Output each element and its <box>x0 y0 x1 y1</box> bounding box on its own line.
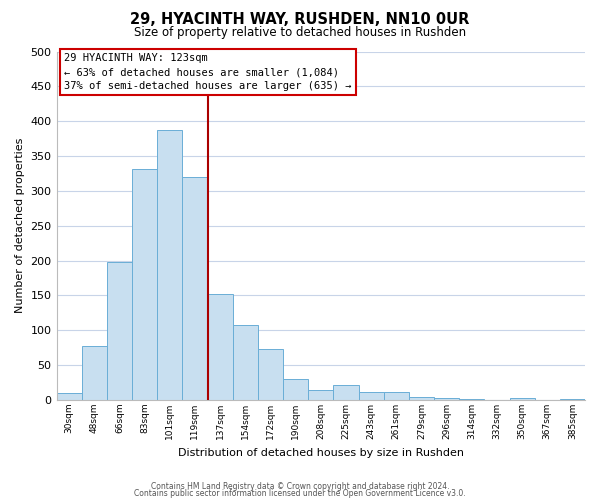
Bar <box>258 349 283 400</box>
Bar <box>182 177 208 400</box>
Text: 29 HYACINTH WAY: 123sqm
← 63% of detached houses are smaller (1,084)
37% of semi: 29 HYACINTH WAY: 123sqm ← 63% of detache… <box>64 53 352 91</box>
Bar <box>434 398 459 400</box>
Bar <box>56 393 82 400</box>
Bar <box>308 390 334 400</box>
Text: Size of property relative to detached houses in Rushden: Size of property relative to detached ho… <box>134 26 466 39</box>
Bar <box>132 168 157 400</box>
Bar <box>334 384 359 400</box>
Text: 29, HYACINTH WAY, RUSHDEN, NN10 0UR: 29, HYACINTH WAY, RUSHDEN, NN10 0UR <box>130 12 470 28</box>
Bar <box>233 324 258 400</box>
Bar <box>409 396 434 400</box>
Bar <box>359 392 383 400</box>
Y-axis label: Number of detached properties: Number of detached properties <box>15 138 25 314</box>
Bar <box>82 346 107 400</box>
Bar <box>208 294 233 400</box>
X-axis label: Distribution of detached houses by size in Rushden: Distribution of detached houses by size … <box>178 448 464 458</box>
Bar <box>283 379 308 400</box>
Text: Contains HM Land Registry data © Crown copyright and database right 2024.: Contains HM Land Registry data © Crown c… <box>151 482 449 491</box>
Bar <box>157 130 182 400</box>
Bar <box>383 392 409 400</box>
Bar <box>560 398 585 400</box>
Text: Contains public sector information licensed under the Open Government Licence v3: Contains public sector information licen… <box>134 489 466 498</box>
Bar <box>509 398 535 400</box>
Bar <box>107 262 132 400</box>
